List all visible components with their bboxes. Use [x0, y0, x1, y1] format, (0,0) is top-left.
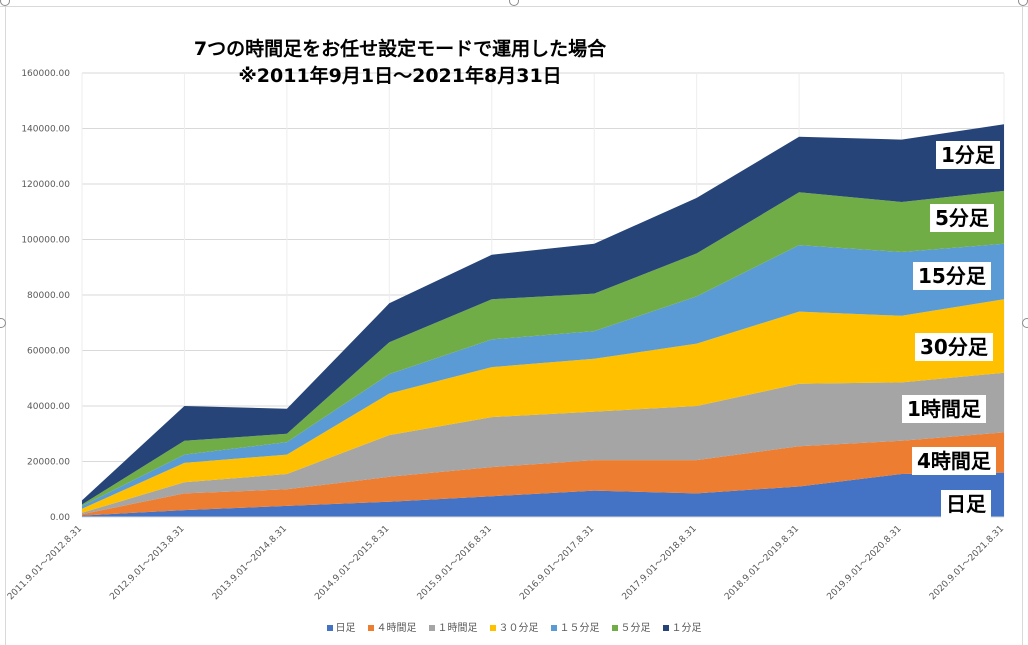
x-tick-label-0: 2011.9.01～2012.8.31	[6, 524, 84, 602]
legend-label-5: ５分足	[620, 623, 651, 634]
y-tick-label-0: 0.00	[50, 513, 70, 523]
legend-item-3[interactable]: ３０分足	[489, 619, 539, 634]
area-series-5[interactable]	[82, 190, 1004, 506]
chart-title: 7つの時間足をお任せ設定モードで運用した場合 ※2011年9月1日～2021年8…	[140, 36, 660, 90]
chart-title-line-2: ※2011年9月1日～2021年8月31日	[238, 65, 562, 87]
x-tick-label-2: 2013.9.01～2014.8.31	[211, 524, 289, 602]
legend-label-1: ４時間足	[376, 623, 417, 634]
y-tick-label-3: 60000.00	[27, 347, 70, 357]
x-tick-label-7: 2018.9.01～2019.8.31	[723, 524, 801, 602]
legend-label-3: ３０分足	[498, 623, 539, 634]
legend-item-4[interactable]: １５分足	[550, 619, 600, 634]
y-tick-label-5: 100000.00	[21, 236, 70, 246]
series-label-daily: 日足	[941, 490, 991, 518]
legend-swatch-1	[367, 625, 374, 631]
x-tick-label-6: 2017.9.01～2018.8.31	[621, 524, 699, 602]
series-label-15min: 15分足	[913, 262, 991, 290]
legend-item-0[interactable]: 日足	[326, 619, 356, 634]
area-series-2[interactable]	[82, 372, 1004, 515]
area-series-1[interactable]	[82, 432, 1004, 516]
resize-handle-top-center[interactable]	[509, 0, 519, 6]
area-series-4[interactable]	[82, 243, 1004, 509]
series-label-30min: 30分足	[915, 333, 993, 361]
chart-frame-edge-top	[0, 6, 1028, 7]
series-label-5min: 5分足	[930, 204, 994, 232]
chart-title-line-1: 7つの時間足をお任せ設定モードで運用した場合	[193, 38, 607, 60]
x-tick-label-5: 2016.9.01～2017.8.31	[518, 524, 596, 602]
y-tick-label-6: 120000.00	[21, 180, 70, 190]
legend-label-6: １分足	[671, 623, 702, 634]
x-tick-label-3: 2014.9.01～2015.8.31	[313, 524, 391, 602]
legend-item-6[interactable]: １分足	[662, 619, 702, 634]
y-tick-label-7: 140000.00	[21, 125, 70, 135]
resize-handle-middle-left[interactable]	[0, 318, 6, 328]
x-tick-label-8: 2019.9.01～2020.8.31	[825, 524, 903, 602]
legend-label-4: １５分足	[559, 623, 600, 634]
series-label-1min: 1分足	[936, 141, 1000, 169]
legend-item-5[interactable]: ５分足	[611, 619, 651, 634]
legend-swatch-5	[611, 625, 618, 631]
legend-swatch-6	[662, 625, 669, 631]
legend-swatch-3	[489, 625, 496, 631]
y-tick-label-2: 40000.00	[27, 402, 70, 412]
y-tick-label-4: 80000.00	[27, 291, 70, 301]
legend-swatch-0	[326, 625, 333, 631]
area-series-6[interactable]	[82, 124, 1004, 505]
x-tick-label-9: 2020.9.01～2021.8.31	[928, 524, 1006, 602]
area-series-3[interactable]	[82, 299, 1004, 513]
legend-swatch-4	[550, 625, 557, 631]
legend-item-2[interactable]: １時間足	[428, 619, 478, 634]
area-series-0[interactable]	[82, 472, 1004, 517]
y-tick-label-1: 20000.00	[27, 458, 70, 468]
legend-swatch-2	[428, 625, 435, 631]
y-tick-label-8: 160000.00	[21, 69, 70, 79]
resize-handle-top-left[interactable]	[0, 0, 10, 6]
legend-item-1[interactable]: ４時間足	[367, 619, 417, 634]
x-tick-label-4: 2015.9.01～2016.8.31	[416, 524, 494, 602]
series-label-4h: 4時間足	[912, 447, 996, 475]
legend-label-0: 日足	[335, 623, 356, 634]
resize-handle-middle-right[interactable]	[1022, 318, 1028, 328]
x-tick-label-1: 2012.9.01～2013.8.31	[108, 524, 186, 602]
series-label-1h: 1時間足	[902, 395, 986, 423]
chart-legend: 日足 ４時間足 １時間足 ３０分足 １５分足 ５分足 １分足	[0, 619, 1028, 634]
legend-label-2: １時間足	[437, 623, 478, 634]
